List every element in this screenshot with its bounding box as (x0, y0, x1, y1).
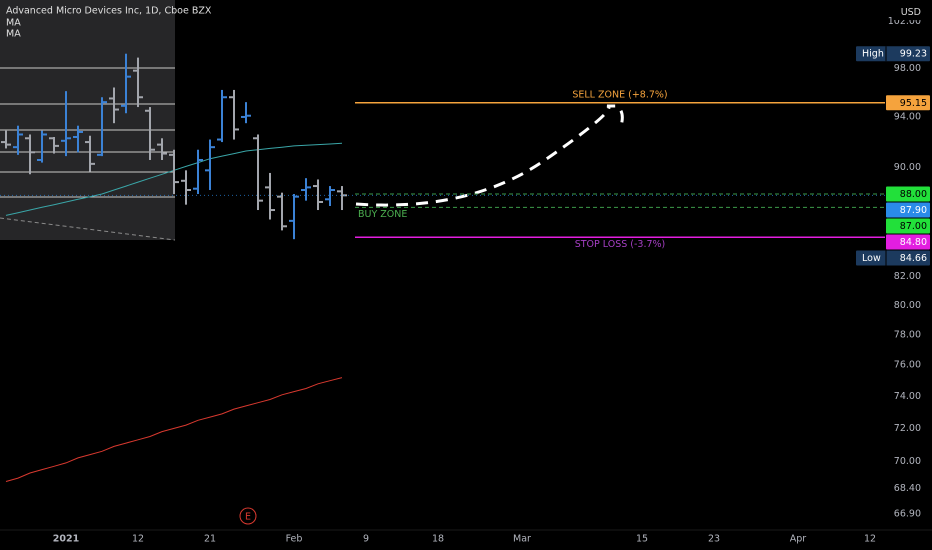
price-tag-value: 88.00 (900, 189, 927, 200)
level-label: STOP LOSS (-3.7%) (575, 239, 666, 250)
plot-area (1, 53, 347, 482)
x-tick-label: 9 (363, 534, 369, 545)
price-tag (886, 186, 930, 202)
y-tick-label: 70.00 (894, 456, 921, 467)
legend-entry: MA (6, 18, 21, 29)
y-tick-label: 66.90 (894, 509, 921, 520)
y-tick-label: 78.00 (894, 329, 921, 340)
x-tick-label: Mar (513, 534, 531, 545)
earnings-label: E (245, 512, 251, 523)
inset-background (0, 0, 175, 240)
y-tick-label: 98.00 (894, 63, 921, 74)
price-tag-value: 87.90 (900, 205, 927, 216)
inset-dashed-line (0, 217, 176, 241)
ma-line (5, 377, 343, 482)
x-tick-label: 2021 (53, 534, 79, 545)
y-tick-label: 80.00 (894, 300, 921, 311)
price-tag (856, 250, 930, 266)
legend-entry: MA (6, 29, 21, 40)
price-tag (886, 218, 930, 234)
price-tag-value: 95.15 (900, 98, 927, 109)
x-tick-label: 18 (432, 534, 444, 545)
price-tag-value: 84.80 (900, 237, 927, 248)
price-tag-value: 87.00 (900, 221, 927, 232)
price-tag (886, 95, 930, 111)
x-tick-label: Apr (790, 534, 807, 545)
y-tick-label: 102.00 (888, 16, 921, 27)
y-tick-label: 90.00 (894, 162, 921, 173)
price-tag-name: High (862, 49, 884, 60)
x-tick-label: 12 (864, 534, 876, 545)
price-tag-value: 99.23 (900, 49, 927, 60)
level-label: SELL ZONE (+8.7%) (572, 89, 667, 100)
price-tag-value: 84.66 (900, 253, 927, 264)
earnings-marker[interactable] (239, 507, 257, 525)
projection-path (355, 104, 624, 207)
x-tick-label: 23 (708, 534, 720, 545)
level-label: BUY ZONE (358, 209, 407, 220)
chart-title: Advanced Micro Devices Inc, 1D, Cboe BZX (6, 6, 212, 17)
x-tick-label: 15 (636, 534, 648, 545)
price-tag (886, 202, 930, 218)
inset-panel (0, 0, 176, 241)
x-tick-label: Feb (286, 534, 303, 545)
y-tick-label: 82.00 (894, 271, 921, 282)
x-tick-label: 12 (132, 534, 144, 545)
y-tick-label: 94.00 (894, 111, 921, 122)
y-tick-label: 74.00 (894, 391, 921, 402)
price-tag-name: Low (862, 253, 881, 264)
price-tag (886, 234, 930, 250)
currency-box (893, 4, 929, 20)
x-tick-label: 21 (204, 534, 216, 545)
currency-label: USD (901, 7, 921, 18)
price-tag (856, 46, 930, 62)
y-tick-label: 72.00 (894, 423, 921, 434)
y-tick-label: 68.40 (894, 483, 921, 494)
y-tick-label: 76.00 (894, 360, 921, 371)
